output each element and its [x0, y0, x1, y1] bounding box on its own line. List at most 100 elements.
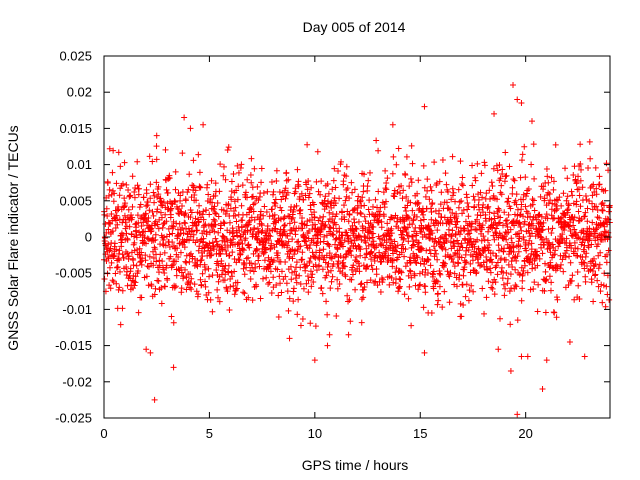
- data-point: [262, 239, 269, 246]
- data-point: [535, 212, 542, 219]
- data-point: [403, 153, 410, 160]
- data-point: [323, 203, 330, 210]
- data-point: [168, 205, 175, 212]
- data-point: [583, 250, 590, 257]
- data-point: [416, 282, 423, 289]
- data-point: [340, 178, 347, 185]
- data-point: [222, 271, 229, 278]
- data-point: [490, 192, 497, 199]
- data-point: [598, 281, 605, 288]
- data-point: [449, 185, 456, 192]
- data-point: [268, 178, 275, 185]
- data-point: [488, 179, 495, 186]
- data-point: [408, 142, 415, 149]
- data-point: [473, 269, 480, 276]
- data-point: [410, 241, 417, 248]
- data-point: [278, 207, 285, 214]
- data-point: [134, 182, 141, 189]
- data-point: [407, 259, 414, 266]
- data-point: [543, 357, 550, 364]
- data-point: [570, 171, 577, 178]
- data-point: [140, 219, 147, 226]
- data-point: [495, 346, 502, 353]
- data-point: [519, 285, 526, 292]
- data-point: [298, 220, 305, 227]
- data-point: [258, 165, 265, 172]
- data-point: [196, 169, 203, 176]
- data-point: [295, 183, 302, 190]
- data-point: [330, 177, 337, 184]
- data-point: [524, 187, 531, 194]
- data-point: [539, 250, 546, 257]
- data-point: [603, 160, 610, 167]
- data-point: [597, 288, 604, 295]
- data-point: [552, 247, 559, 254]
- data-point: [293, 279, 300, 286]
- data-point: [275, 292, 282, 299]
- data-point: [251, 165, 258, 172]
- data-point: [592, 226, 599, 233]
- data-point: [177, 249, 184, 256]
- data-point: [206, 240, 213, 247]
- data-point: [497, 315, 504, 322]
- data-point: [129, 203, 136, 210]
- data-point: [404, 213, 411, 220]
- data-point: [172, 168, 179, 175]
- data-point: [231, 291, 238, 298]
- data-point: [249, 297, 256, 304]
- data-point: [329, 216, 336, 223]
- data-point: [489, 259, 496, 266]
- data-point: [520, 233, 527, 240]
- data-point: [546, 191, 553, 198]
- data-point: [469, 162, 476, 169]
- data-point: [146, 153, 153, 160]
- data-point: [410, 238, 417, 245]
- data-point: [449, 209, 456, 216]
- data-point: [161, 269, 168, 276]
- data-point: [457, 158, 464, 165]
- data-point: [146, 253, 153, 260]
- data-point: [493, 225, 500, 232]
- data-point: [116, 247, 123, 254]
- data-point: [450, 259, 457, 266]
- data-point: [483, 190, 490, 197]
- data-point: [258, 229, 265, 236]
- data-point: [517, 223, 524, 230]
- data-point: [177, 208, 184, 215]
- data-point: [212, 235, 219, 242]
- data-point: [251, 216, 258, 223]
- data-point: [497, 189, 504, 196]
- data-point: [458, 313, 465, 320]
- data-point: [375, 147, 382, 154]
- data-point: [277, 204, 284, 211]
- data-point: [552, 141, 559, 148]
- y-tick-label: -0.015: [55, 338, 92, 353]
- data-point: [328, 278, 335, 285]
- x-axis-title: GPS time / hours: [302, 457, 409, 473]
- y-tick-label: -0.01: [62, 302, 92, 317]
- data-point: [167, 211, 174, 218]
- data-point: [347, 318, 354, 325]
- data-point: [502, 217, 509, 224]
- data-point: [451, 263, 458, 270]
- data-point: [297, 264, 304, 271]
- data-point: [213, 210, 220, 217]
- data-point: [248, 194, 255, 201]
- data-point: [597, 249, 604, 256]
- data-point: [292, 275, 299, 282]
- data-point: [294, 166, 301, 173]
- data-point: [437, 201, 444, 208]
- data-point: [132, 279, 139, 286]
- data-point: [324, 264, 331, 271]
- data-point: [164, 189, 171, 196]
- data-point: [172, 283, 179, 290]
- data-point: [228, 269, 235, 276]
- data-point: [584, 228, 591, 235]
- data-point: [316, 247, 323, 254]
- data-point: [323, 298, 330, 305]
- data-point: [376, 249, 383, 256]
- data-point: [402, 171, 409, 178]
- data-point: [305, 194, 312, 201]
- data-points: [101, 81, 613, 418]
- data-point: [276, 273, 283, 280]
